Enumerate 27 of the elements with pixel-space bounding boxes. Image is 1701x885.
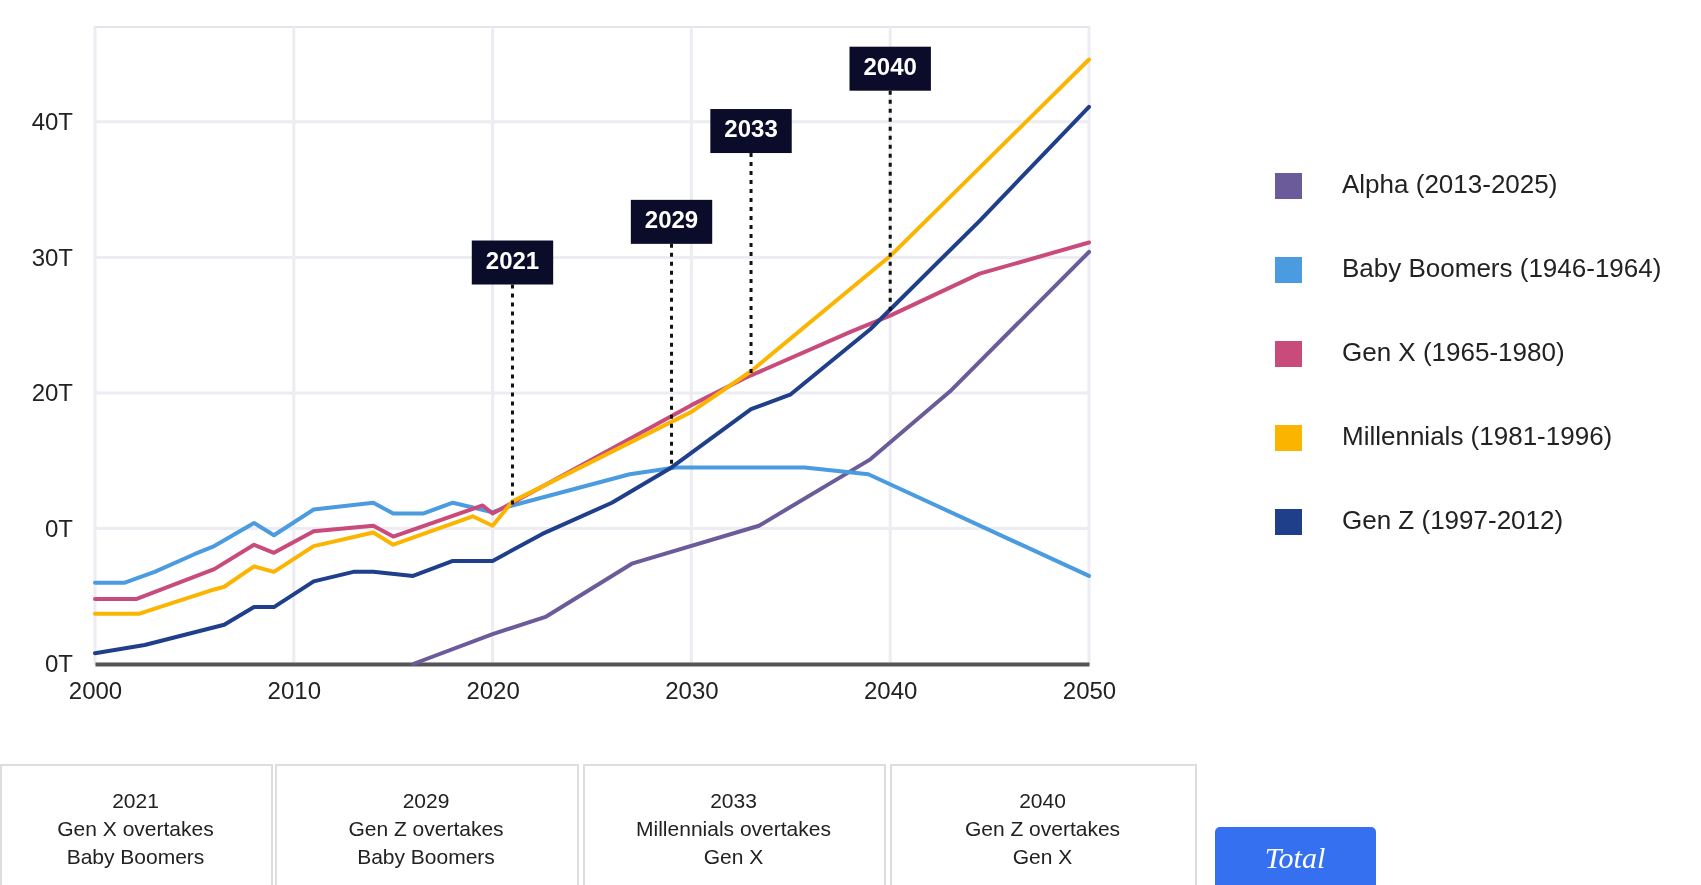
x-tick-label: 2020 xyxy=(466,677,520,705)
annotation: 2021 xyxy=(485,246,540,274)
annotation: 2040 xyxy=(863,53,917,81)
legend-label: Millennials (1981-1996) xyxy=(1342,420,1613,451)
legend-label: Gen X (1965-1980) xyxy=(1342,336,1565,367)
text: 2021 Gen X overtakes Baby Boomers xyxy=(57,789,214,868)
x-tick-label: 2030 xyxy=(665,677,719,705)
legend-label: Baby Boomers (1946-1964) xyxy=(1342,252,1662,283)
x-tick-label: 2000 xyxy=(68,677,123,705)
text: 2040 Gen Z overtakes Gen X xyxy=(964,789,1121,868)
line-series xyxy=(93,465,1091,585)
text: Total xyxy=(1264,841,1326,874)
x-tick-label: 2040 xyxy=(864,677,918,705)
text: 2029 Gen Z overtakes Baby Boomers xyxy=(348,789,504,868)
y-tick-label: 40T xyxy=(31,108,74,136)
annotation: 2029 xyxy=(644,206,699,234)
legend-label: Alpha (2013-2025) xyxy=(1342,168,1558,199)
annotation: 2033 xyxy=(724,115,778,143)
y-tick-label: 0T xyxy=(44,514,74,542)
y-tick-label: 20T xyxy=(31,379,74,407)
x-tick-label: 2010 xyxy=(267,677,321,705)
y-tick-label: 0T xyxy=(44,650,74,678)
legend-label: Gen Z (1997-2012) xyxy=(1342,504,1564,535)
y-tick-label: 30T xyxy=(31,243,74,271)
text: 2033 Millennials overtakes Gen X xyxy=(636,789,831,868)
line-series xyxy=(411,249,1091,666)
x-tick-label: 2050 xyxy=(1062,677,1117,705)
